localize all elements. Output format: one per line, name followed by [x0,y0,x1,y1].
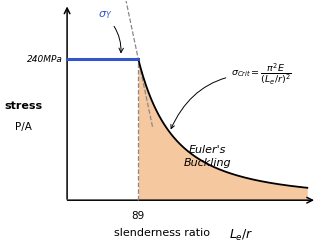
Text: 89: 89 [132,211,145,221]
Text: P/A: P/A [15,122,31,132]
Text: $L_e/r$: $L_e/r$ [229,228,254,243]
Text: slenderness ratio: slenderness ratio [114,228,210,238]
Text: $\sigma_Y$: $\sigma_Y$ [98,9,124,52]
Text: Euler's
Buckling: Euler's Buckling [183,145,231,168]
Text: stress: stress [4,101,42,111]
Text: 240MPa: 240MPa [27,55,63,64]
Text: $\sigma_{Crit} = \dfrac{\pi^2 E}{(L_e/r)^2}$: $\sigma_{Crit} = \dfrac{\pi^2 E}{(L_e/r)… [171,61,292,129]
